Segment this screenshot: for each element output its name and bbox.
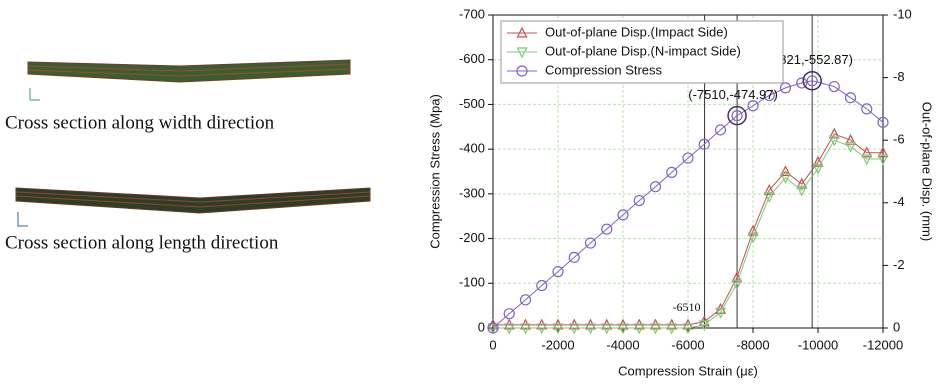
y2-axis-label: Out-of-plane Disp. (mm) xyxy=(920,102,935,241)
figure: Cross section along width direction Cros… xyxy=(0,0,939,385)
y-tick-label: -200 xyxy=(459,230,485,245)
y-tick-label: -500 xyxy=(459,96,485,111)
y-tick-label: -100 xyxy=(459,275,485,290)
beam-width xyxy=(28,60,350,100)
y-tick-label: -400 xyxy=(459,141,485,156)
caption: Cross section along width direction xyxy=(5,112,275,133)
legend: Out-of-plane Disp.(Impact Side) Out-of-pl… xyxy=(501,21,783,83)
x-axis-label: Compression Strain (με) xyxy=(618,363,758,378)
y-tick-label: 0 xyxy=(478,319,485,334)
axis-triad xyxy=(18,212,28,226)
caption: Cross section along length direction xyxy=(5,232,279,253)
legend-label: Out-of-plane Disp.(Impact Side) xyxy=(545,24,728,39)
x-tick-label: -2000 xyxy=(541,337,574,352)
annotation: (-7510,-474.97) xyxy=(688,87,778,102)
x-tick-label: -6000 xyxy=(671,337,704,352)
y-tick-label: -600 xyxy=(459,51,485,66)
x-tick-label: -8000 xyxy=(736,337,769,352)
marker-label: -6510 xyxy=(673,300,701,314)
x-tick-label: -10000 xyxy=(798,337,838,352)
x-tick-label: -12000 xyxy=(863,337,903,352)
y-axis-label: Compression Stress (Mpa) xyxy=(427,94,442,249)
x-tick-label: 0 xyxy=(489,337,496,352)
beam-length xyxy=(16,188,370,226)
y2-tick-label: -10 xyxy=(893,6,912,21)
chart: 0-2000-4000-6000-8000-10000-120000-100-2… xyxy=(427,6,934,378)
y2-tick-label: -8 xyxy=(893,69,905,84)
y2-tick-label: -2 xyxy=(893,257,905,272)
beam-shape xyxy=(16,188,370,213)
y2-tick-label: -6 xyxy=(893,132,905,147)
y-tick-label: -300 xyxy=(459,185,485,200)
y-tick-label: -700 xyxy=(459,6,485,21)
y2-tick-label: 0 xyxy=(893,319,900,334)
x-tick-label: -4000 xyxy=(606,337,639,352)
y2-tick-label: -4 xyxy=(893,194,905,209)
legend-label: Compression Stress xyxy=(545,62,663,77)
legend-label: Out-of-plane Disp.(N-impact Side) xyxy=(545,43,741,58)
axis-triad xyxy=(30,88,40,100)
